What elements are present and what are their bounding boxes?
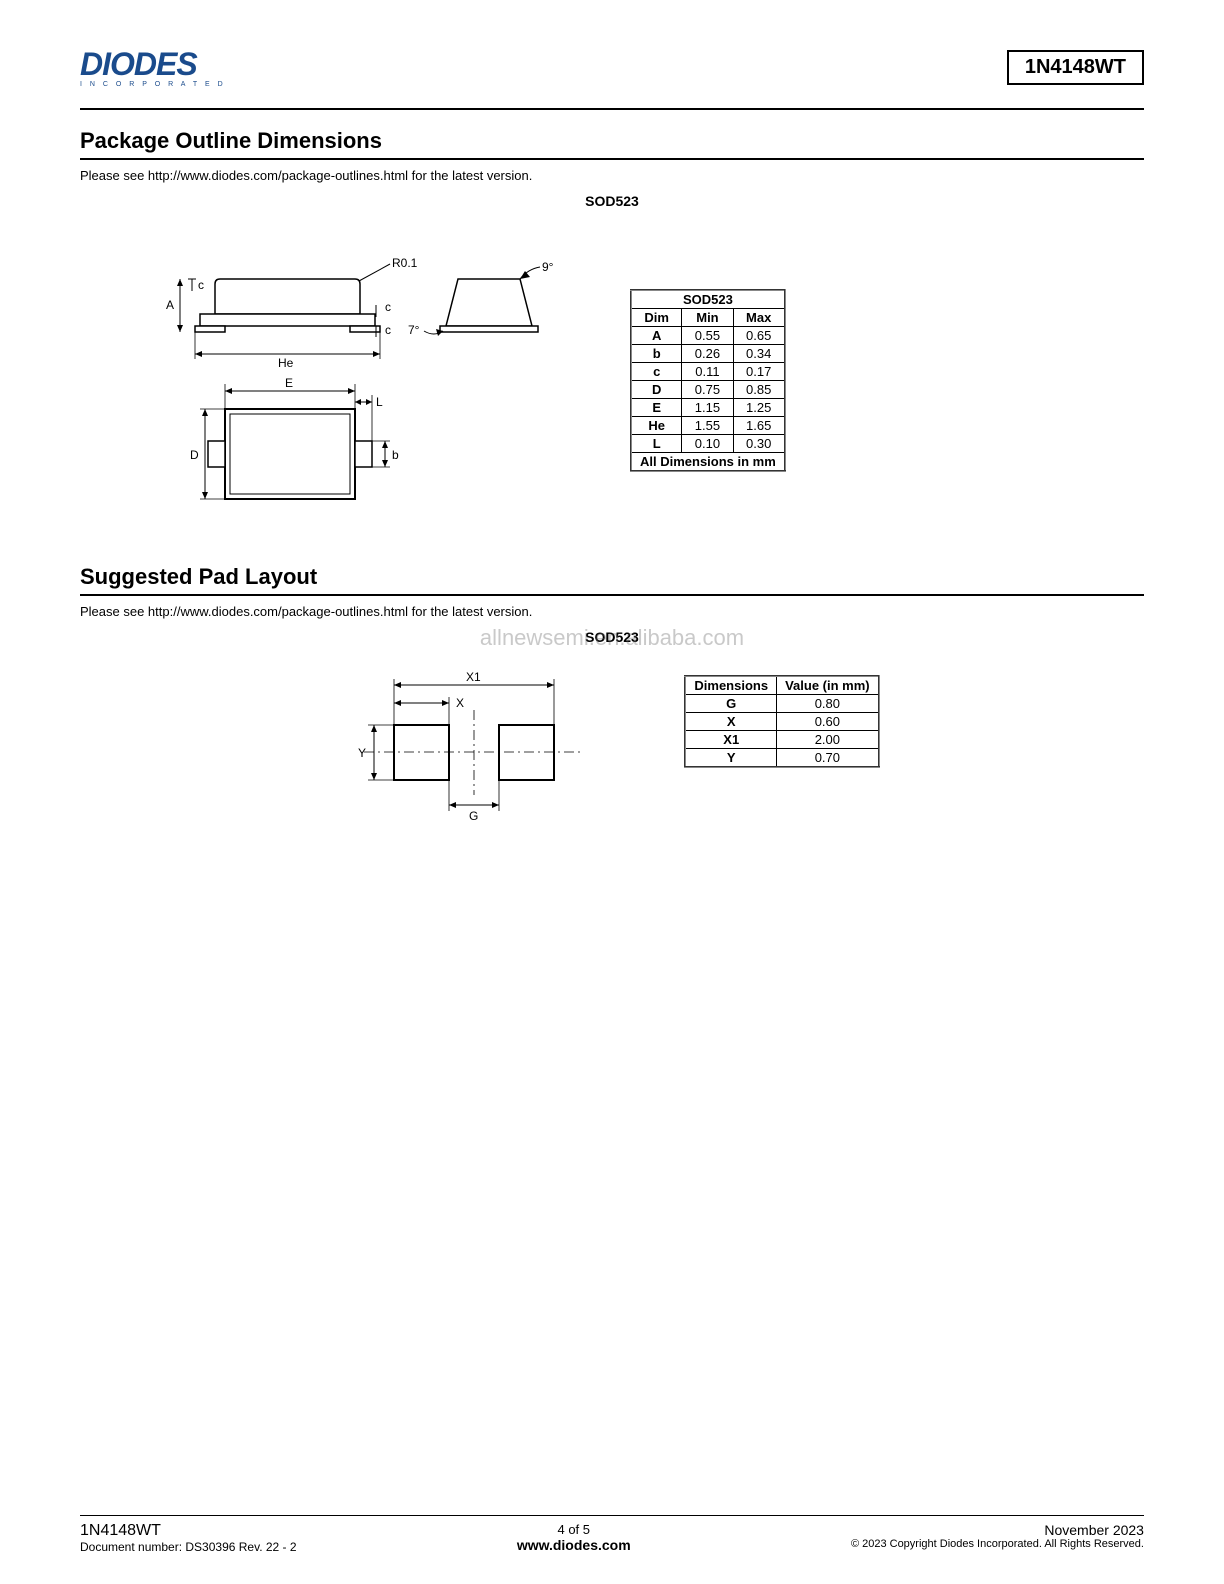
label-D: D: [190, 448, 199, 462]
section2-title: Suggested Pad Layout: [80, 564, 1144, 590]
label-9deg: 9°: [542, 260, 554, 274]
footer-page: 4 of 5: [517, 1522, 631, 1537]
section2-rule: [80, 594, 1144, 596]
section2-package-label: SOD523: [80, 629, 1144, 645]
label-L: L: [376, 395, 383, 409]
label-c3: c: [385, 323, 391, 337]
footer-date: November 2023: [851, 1522, 1144, 1538]
t1-h0: Dim: [631, 308, 682, 326]
logo: DIODES I N C O R P O R A T E D: [80, 50, 260, 88]
section2-content: X1 X Y: [80, 655, 1144, 830]
section1-package-label: SOD523: [80, 193, 1144, 209]
footer-part: 1N4148WT: [80, 1522, 297, 1540]
label-c2: c: [385, 300, 391, 314]
footer-site: www.diodes.com: [517, 1537, 631, 1553]
footer-right: November 2023 © 2023 Copyright Diodes In…: [851, 1522, 1144, 1554]
footer-left: 1N4148WT Document number: DS30396 Rev. 2…: [80, 1522, 297, 1554]
label-c1: c: [198, 278, 204, 292]
footer-docnum: Document number: DS30396 Rev. 22 - 2: [80, 1540, 297, 1554]
pad-svg: X1 X Y: [344, 655, 604, 825]
outline-svg: R0.1 A c c c: [160, 219, 590, 519]
section1-note: Please see http://www.diodes.com/package…: [80, 168, 1144, 183]
part-number-box: 1N4148WT: [1007, 50, 1144, 85]
t1-h2: Max: [733, 308, 785, 326]
label-A: A: [166, 298, 174, 312]
label-R: R0.1: [392, 256, 418, 270]
t2-h1: Value (in mm): [777, 676, 879, 695]
section1-table: SOD523 Dim Min Max A0.550.65 b0.260.34 c…: [630, 289, 786, 472]
label-He: He: [278, 356, 294, 370]
logo-sub: I N C O R P O R A T E D: [80, 81, 260, 88]
label-X: X: [456, 696, 464, 710]
label-b: b: [392, 448, 399, 462]
label-G: G: [469, 809, 478, 823]
header-rule: [80, 108, 1144, 110]
t1-h1: Min: [682, 308, 733, 326]
table1-footer: All Dimensions in mm: [631, 452, 785, 471]
label-7deg: 7°: [408, 323, 420, 337]
label-E: E: [285, 376, 293, 390]
logo-main: DIODES: [80, 50, 260, 79]
section1-rule: [80, 158, 1144, 160]
footer-copyright: © 2023 Copyright Diodes Incorporated. Al…: [851, 1538, 1144, 1550]
section2-table: Dimensions Value (in mm) G0.80 X0.60 X12…: [684, 675, 879, 768]
label-Y: Y: [358, 746, 366, 760]
section1-title: Package Outline Dimensions: [80, 128, 1144, 154]
page-footer: 1N4148WT Document number: DS30396 Rev. 2…: [80, 1515, 1144, 1554]
footer-rule: [80, 1515, 1144, 1516]
pad-layout-diagram: X1 X Y: [344, 655, 604, 830]
page-header: DIODES I N C O R P O R A T E D 1N4148WT: [80, 50, 1144, 88]
section2-note: Please see http://www.diodes.com/package…: [80, 604, 1144, 619]
t2-h0: Dimensions: [685, 676, 776, 695]
footer-center: 4 of 5 www.diodes.com: [517, 1522, 631, 1554]
section1-content: R0.1 A c c c: [80, 219, 1144, 524]
table1-title: SOD523: [631, 290, 785, 309]
package-outline-diagram: R0.1 A c c c: [160, 219, 590, 524]
label-X1: X1: [466, 670, 481, 684]
